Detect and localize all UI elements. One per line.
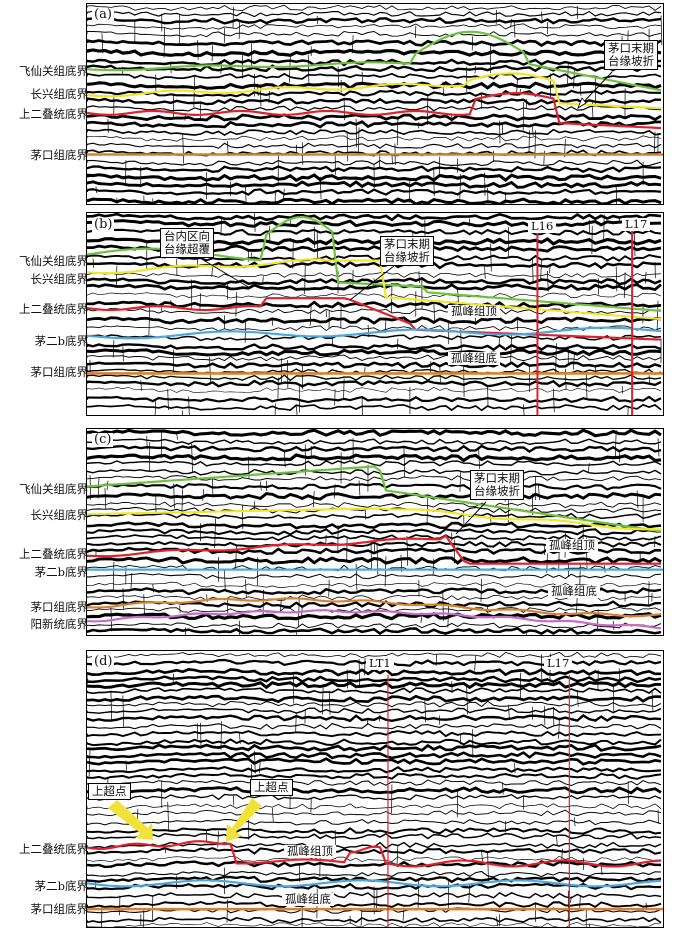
panel-d-label-mao2b: 茅二b底界 xyxy=(34,879,88,893)
panel-d-seismic-image xyxy=(87,651,663,927)
horizon-upper-permian xyxy=(87,534,662,565)
panel-a-seismic-image xyxy=(87,4,663,204)
horizon-changxing xyxy=(87,72,662,110)
seismic-reflections xyxy=(87,429,662,635)
panel-a-label-maokou: 茅口组底界 xyxy=(30,148,89,162)
panel-d-seismic-section xyxy=(86,650,664,928)
panel-b-id: (b) xyxy=(92,217,115,233)
panel-c-label-maokou: 茅口组底界 xyxy=(30,600,89,614)
panel-c-label-feixianguan: 飞仙关组底界 xyxy=(19,482,88,496)
panel-c-label-gufeng-base: 孤峰组底 xyxy=(548,585,600,598)
panel-d-id: (d) xyxy=(92,654,115,670)
panel-d-callout-onlap-2: 上超点 xyxy=(250,779,293,797)
panel-c-callout-slope-break: 茅口末期 台缘坡折 xyxy=(470,470,524,501)
panel-a-id: (a) xyxy=(92,7,114,23)
panel-b-seismic-image xyxy=(87,213,663,415)
horizon-mao2b xyxy=(87,879,662,888)
panel-c-seismic-section xyxy=(86,428,664,636)
horizon-upper-permian xyxy=(87,297,662,341)
horizon-maokou xyxy=(87,597,662,618)
panel-c-label-mao2b: 茅二b底界 xyxy=(34,565,88,579)
horizon-feixianguan xyxy=(87,30,662,92)
panel-b-well-label-l16: L16 xyxy=(528,220,557,233)
horizon-feixianguan xyxy=(87,465,662,533)
panel-c-label-changxing: 长兴组底界 xyxy=(30,508,89,522)
panel-c-id: (c) xyxy=(92,432,114,448)
panel-a-label-changxing: 长兴组底界 xyxy=(30,87,89,101)
panel-b-callout-onlap: 台内区向 台缘超覆 xyxy=(160,228,214,259)
panel-b-label-changxing: 长兴组底界 xyxy=(30,272,89,286)
panel-d-label-gufeng-top: 孤峰组顶 xyxy=(284,845,336,858)
horizon-changxing xyxy=(87,258,662,321)
panel-d-label-maokou: 茅口组底界 xyxy=(30,902,89,916)
panel-d-well-label-l17: L17 xyxy=(544,657,573,670)
panel-b-label-feixianguan: 飞仙关组底界 xyxy=(19,254,88,268)
panel-c-label-gufeng-top: 孤峰组顶 xyxy=(546,539,598,552)
horizon-changxing xyxy=(87,507,662,531)
panel-b-label-gufeng-top: 孤峰组顶 xyxy=(448,305,500,318)
horizon-yangxin xyxy=(87,609,662,630)
panel-a-callout-slope-break: 茅口末期 台缘坡折 xyxy=(604,40,658,71)
panel-c-seismic-image xyxy=(87,429,663,635)
panel-d-well-label-lt1: LT1 xyxy=(366,657,394,670)
panel-b-well-label-l17: L17 xyxy=(622,218,651,231)
horizon-upper-permian xyxy=(87,840,662,868)
panel-b-label-mao2b: 茅二b底界 xyxy=(34,334,88,348)
panel-b-label-maokou: 茅口组底界 xyxy=(30,365,89,379)
panel-b-label-upper-permian: 上二叠统底界 xyxy=(19,302,88,316)
seismic-reflections xyxy=(87,213,662,415)
panel-d-label-upper-permian: 上二叠统底界 xyxy=(19,842,88,856)
seismic-reflections xyxy=(87,4,663,204)
panel-b-callout-slope-break: 茅口末期 台缘坡折 xyxy=(380,236,434,267)
panel-c-label-yangxin: 阳新统底界 xyxy=(30,617,89,631)
panel-a-seismic-section xyxy=(86,3,664,205)
panel-a-label-feixianguan: 飞仙关组底界 xyxy=(19,64,88,78)
panel-d-label-gufeng-base: 孤峰组底 xyxy=(282,893,334,906)
horizon-mao2b xyxy=(87,326,662,340)
panel-d-callout-onlap-1: 上超点 xyxy=(88,783,131,801)
panel-b-label-gufeng-base: 孤峰组底 xyxy=(448,352,500,365)
panel-c-label-upper-permian: 上二叠统底界 xyxy=(19,547,88,561)
panel-a-label-upper-permian: 上二叠统底界 xyxy=(19,107,88,121)
horizon-upper-permian xyxy=(87,92,662,130)
